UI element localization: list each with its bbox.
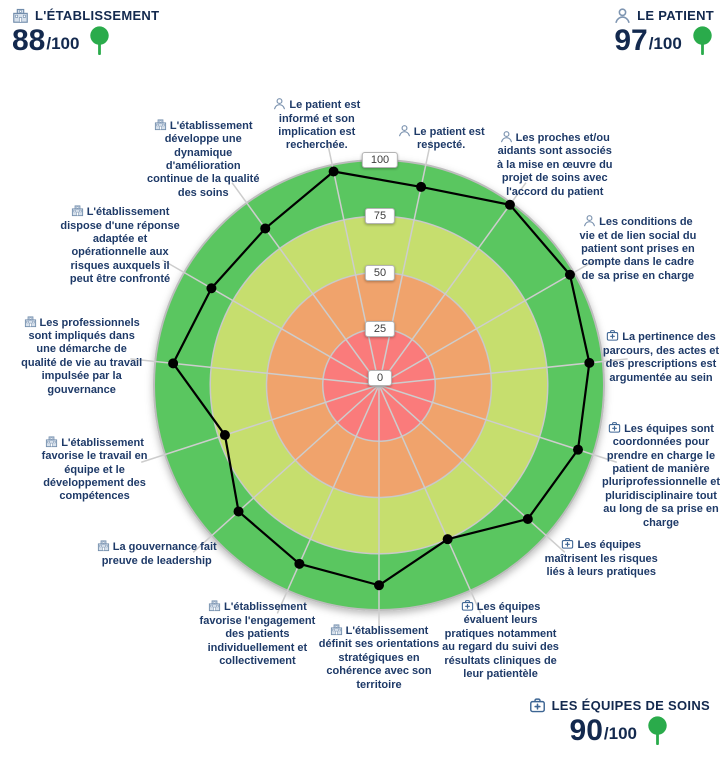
hospital-icon [71, 204, 84, 217]
panel-title-patient: LE PATIENT [637, 8, 714, 23]
axis-label: La gouvernance fait preuve de leadership [96, 539, 218, 568]
data-point [374, 580, 384, 591]
data-point [442, 534, 453, 545]
tree-icon [646, 716, 669, 746]
score-equipes: 90 [569, 714, 603, 747]
care-icon [606, 329, 619, 342]
axis-label-text: Les conditions de vie et de lien social … [579, 216, 697, 282]
score-denominator: /100 [648, 34, 682, 53]
patient-icon [273, 97, 286, 110]
data-point [206, 283, 217, 294]
tree-icon [88, 26, 111, 56]
axis-label-text: Le patient est respecté. [413, 125, 485, 152]
axis-label: La pertinence des parcours, des actes et… [600, 329, 722, 385]
axis-label-text: L'établissement définit ses orientations… [318, 625, 440, 691]
data-point [260, 223, 271, 234]
axis-label-text: Les équipes évaluent leurs pratiques not… [442, 600, 559, 680]
axis-label-text: L'établissement favorise l'engagement de… [199, 601, 316, 668]
radial-tick-label: 0 [367, 370, 393, 386]
axis-label: L'établissement favorise l'engagement de… [196, 599, 318, 668]
hospital-icon [45, 435, 58, 448]
axis-label: L'établissement développe une dynamique … [142, 118, 264, 200]
care-icon [461, 599, 474, 612]
axis-label-text: L'établissement dispose d'une réponse ad… [60, 206, 180, 286]
hospital-icon [24, 315, 37, 328]
radar-spoke [378, 384, 482, 614]
data-point [522, 513, 533, 524]
data-point [573, 444, 584, 455]
patient-icon [583, 214, 596, 227]
radial-tick-label: 50 [364, 264, 396, 281]
data-point [328, 166, 339, 177]
axis-label: Les équipes évaluent leurs pratiques not… [440, 599, 562, 681]
radial-tick-label: 100 [361, 152, 399, 168]
data-point [219, 430, 230, 441]
hospital-icon [208, 599, 221, 612]
axis-label-text: La pertinence des parcours, des actes et… [602, 331, 720, 384]
patient-icon [398, 124, 411, 137]
care-icon [561, 537, 574, 550]
hospital-icon [12, 7, 29, 24]
score-panel-patient: LE PATIENT 97 /100 [614, 7, 714, 56]
radar-spoke [378, 182, 527, 386]
radar-spoke [378, 259, 596, 386]
axis-label: Les professionnels sont impliqués dans u… [21, 315, 143, 397]
hospital-icon [330, 623, 343, 636]
axis-label: Le patient est respecté. [380, 124, 502, 153]
axis-label-text: Les proches et/ou aidants sont associés … [496, 131, 613, 198]
radar-spoke [378, 140, 432, 386]
radial-tick-label: 75 [364, 208, 396, 225]
data-point [233, 506, 244, 517]
axis-label-text: L'établissement développe une dynamique … [146, 119, 260, 199]
panel-title-etablissement: L'ÉTABLISSEMENT [35, 8, 160, 23]
axis-label: Les conditions de vie et de lien social … [577, 214, 699, 283]
score-patient: 97 [614, 24, 648, 57]
data-point [416, 181, 427, 192]
axis-label: L'établissement favorise le travail en é… [34, 435, 156, 504]
axis-label-text: L'établissement favorise le travail en é… [41, 436, 148, 503]
score-panel-etablissement: L'ÉTABLISSEMENT 88 /100 [12, 7, 159, 56]
axis-label: L'établissement définit ses orientations… [318, 623, 440, 692]
radar-spoke [326, 140, 380, 386]
score-denominator: /100 [46, 34, 80, 53]
data-point [584, 357, 595, 368]
data-point [168, 358, 179, 369]
radar-spoke [378, 384, 566, 553]
panel-title-equipes: LES ÉQUIPES DE SOINS [551, 698, 710, 713]
hospital-icon [154, 118, 167, 131]
axis-label-text: Le patient est informé et son implicatio… [278, 99, 361, 152]
axis-label: Les équipes maîtrisent les risques liés … [540, 537, 662, 579]
radar-spoke [192, 384, 380, 553]
patient-icon [614, 7, 631, 24]
axis-label-text: La gouvernance fait preuve de leadership [101, 541, 217, 567]
radar-spoke [276, 384, 380, 614]
data-point [294, 558, 305, 569]
axis-label-text: Les professionnels sont impliqués dans u… [21, 316, 143, 396]
radar-spoke [231, 182, 380, 386]
axis-label: Les équipes sont coordonnées pour prendr… [600, 421, 722, 530]
data-point [564, 269, 575, 280]
score-denominator: /100 [603, 724, 638, 743]
score-panel-equipes-de-soins: LES ÉQUIPES DE SOINS 90 /100 [529, 697, 710, 746]
score-etablissement: 88 [12, 24, 46, 57]
axis-label: L'établissement dispose d'une réponse ad… [59, 204, 181, 286]
radial-tick-label: 25 [364, 320, 396, 337]
radar-spoke [162, 259, 380, 386]
axis-label: Le patient est informé et son implicatio… [256, 97, 378, 153]
axis-label: Les proches et/ou aidants sont associés … [494, 130, 616, 199]
axis-label-text: Les équipes maîtrisent les risques liés … [544, 539, 658, 579]
patient-icon [500, 130, 513, 143]
hospital-icon [97, 539, 110, 552]
care-icon [608, 421, 621, 434]
radar-spoke [141, 384, 380, 463]
score-polygon [172, 170, 591, 587]
axis-label-text: Les équipes sont coordonnées pour prendr… [602, 422, 720, 529]
tree-icon [691, 26, 714, 56]
first-aid-kit-icon [529, 697, 546, 714]
data-point [504, 199, 515, 210]
